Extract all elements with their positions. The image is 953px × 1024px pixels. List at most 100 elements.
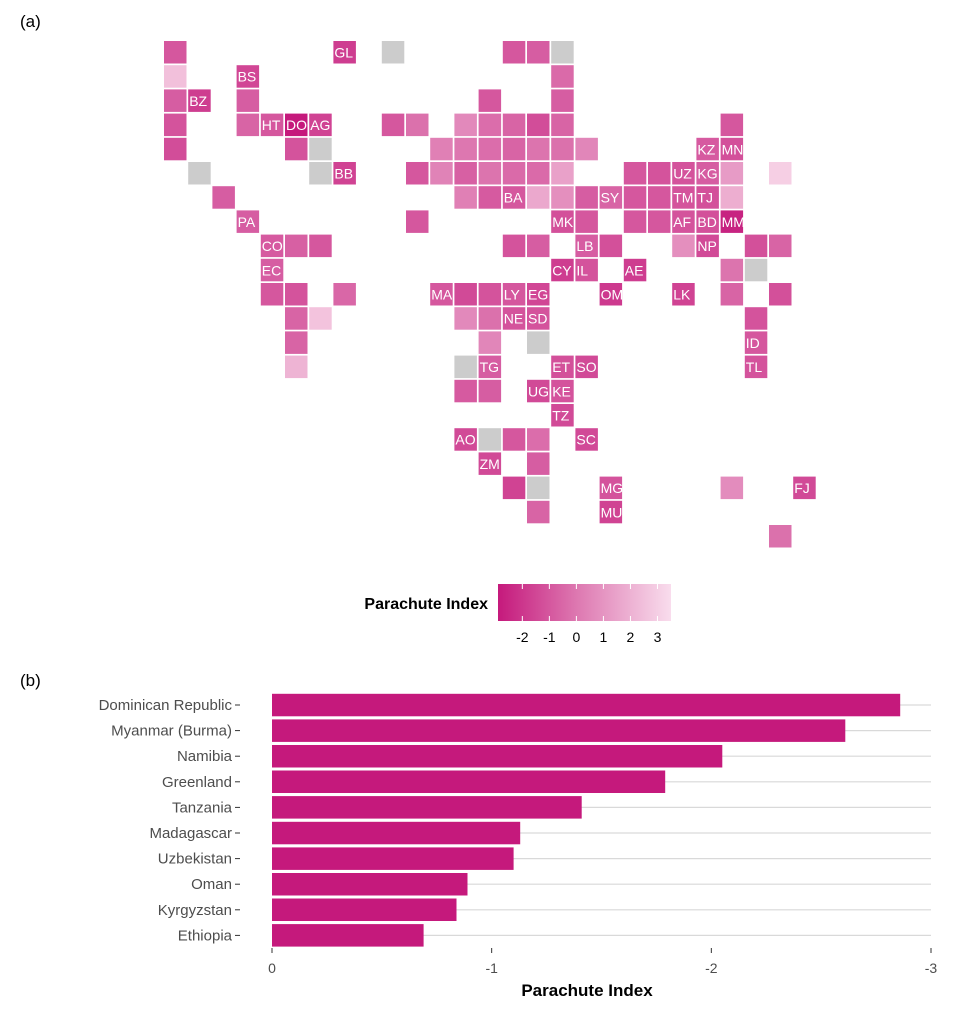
map-tile-rect bbox=[430, 283, 453, 306]
map-tile bbox=[551, 65, 574, 88]
map-tile bbox=[527, 186, 550, 209]
map-tile: ID bbox=[744, 331, 768, 354]
map-tile-label: SD bbox=[528, 311, 547, 327]
map-tile bbox=[575, 210, 598, 233]
map-tile-rect bbox=[164, 41, 187, 64]
map-tile-rect bbox=[696, 162, 719, 185]
map-tile-rect bbox=[527, 379, 550, 403]
map-tile bbox=[502, 476, 526, 500]
map-tile-rect bbox=[720, 113, 744, 137]
map-tile bbox=[478, 162, 502, 185]
map-tile bbox=[769, 525, 792, 548]
bar bbox=[272, 898, 457, 921]
map-tile-label: KG bbox=[697, 166, 717, 182]
map-tile: KZ bbox=[696, 137, 719, 161]
map-tile-rect bbox=[212, 186, 235, 209]
map-tile: LB bbox=[575, 234, 598, 258]
bar-category-labels: Dominican Republic Myanmar (Burma) Namibia… bbox=[99, 697, 240, 944]
map-tile: ZM bbox=[478, 452, 502, 475]
map-tile-rect bbox=[478, 307, 502, 330]
map-tile bbox=[478, 283, 502, 306]
map-tile bbox=[454, 162, 477, 185]
map-tile bbox=[478, 428, 502, 451]
map-tile-rect bbox=[454, 186, 477, 209]
map-tile-rect bbox=[551, 41, 574, 64]
map-tile: UZ bbox=[672, 162, 695, 185]
map-tile-rect bbox=[527, 307, 550, 330]
map-tile-label: TM bbox=[673, 190, 693, 206]
bar bbox=[272, 796, 582, 819]
map-tile-rect bbox=[406, 162, 429, 185]
map-tile bbox=[285, 234, 308, 258]
map-tile: TL bbox=[744, 355, 768, 379]
map-tile bbox=[333, 283, 356, 306]
map-tile: ET bbox=[551, 355, 574, 379]
bar-x-tick-label: -3 bbox=[925, 960, 938, 976]
map-tile-rect bbox=[527, 113, 550, 137]
legend-tick-label: 0 bbox=[572, 629, 580, 645]
map-tile-rect bbox=[285, 331, 308, 354]
bar-x-ticks: 0 -1 -2 -3 bbox=[268, 948, 937, 976]
map-tile-rect bbox=[527, 234, 550, 258]
map-tile-rect bbox=[599, 476, 623, 500]
map-tile: EG bbox=[527, 283, 550, 306]
map-tile-rect bbox=[260, 234, 284, 258]
map-tile-label: LK bbox=[673, 287, 691, 303]
map-tile-rect bbox=[648, 186, 671, 209]
map-tile-rect bbox=[478, 331, 502, 354]
map-tile-label: LY bbox=[504, 287, 521, 303]
map-tile-rect bbox=[309, 307, 332, 330]
map-tile bbox=[309, 162, 332, 185]
map-tile-rect bbox=[551, 379, 574, 403]
map-tile bbox=[188, 162, 211, 185]
bar bbox=[272, 873, 468, 896]
map-tile-rect bbox=[575, 210, 598, 233]
map-tile-label: UZ bbox=[673, 166, 692, 182]
map-tile bbox=[478, 331, 502, 354]
bar-category-label: Oman bbox=[191, 876, 232, 893]
map-tile bbox=[720, 186, 744, 209]
map-tile-rect bbox=[164, 137, 187, 161]
map-tile-rect bbox=[551, 89, 574, 112]
map-tile: NP bbox=[696, 234, 719, 258]
map-tile-rect bbox=[406, 210, 429, 233]
map-tile-rect bbox=[260, 283, 284, 306]
map-tile bbox=[623, 210, 647, 233]
map-tile-rect bbox=[599, 500, 623, 524]
map-tile-label: LB bbox=[576, 238, 593, 254]
map-tile-rect bbox=[164, 89, 187, 112]
map-tile: BS bbox=[236, 65, 260, 88]
map-tile-rect bbox=[333, 283, 356, 306]
map-tile-rect bbox=[478, 162, 502, 185]
map-tile-rect bbox=[236, 210, 260, 233]
map-tile bbox=[285, 355, 308, 379]
map-tile: TG bbox=[478, 355, 502, 379]
map-tile bbox=[478, 379, 502, 403]
map-tile-rect bbox=[333, 41, 356, 64]
map-tile-label: GL bbox=[334, 45, 353, 61]
map-tile-rect bbox=[454, 355, 477, 379]
map-tile bbox=[720, 162, 744, 185]
map-tile-rect bbox=[527, 476, 550, 500]
map-tile bbox=[381, 41, 405, 64]
map-tile: AF bbox=[672, 210, 695, 233]
map-tile-rect bbox=[527, 500, 550, 524]
map-tile-rect bbox=[575, 137, 598, 161]
map-tile-rect bbox=[696, 210, 719, 233]
bar bbox=[272, 693, 901, 717]
map-tile bbox=[478, 186, 502, 209]
map-tile bbox=[648, 210, 671, 233]
map-tile-label: CO bbox=[262, 238, 283, 254]
map-tile bbox=[502, 428, 526, 451]
map-tile-rect bbox=[285, 113, 308, 137]
map-tile: CO bbox=[260, 234, 284, 258]
map-tile-label: ZM bbox=[480, 456, 500, 472]
map-tile-rect bbox=[430, 162, 453, 185]
map-tile-rect bbox=[769, 234, 792, 258]
map-tile bbox=[309, 307, 332, 330]
map-tile-label: MM bbox=[722, 214, 745, 230]
map-tile: SC bbox=[575, 428, 598, 451]
map-tile-rect bbox=[454, 283, 477, 306]
map-tile-rect bbox=[502, 476, 526, 500]
